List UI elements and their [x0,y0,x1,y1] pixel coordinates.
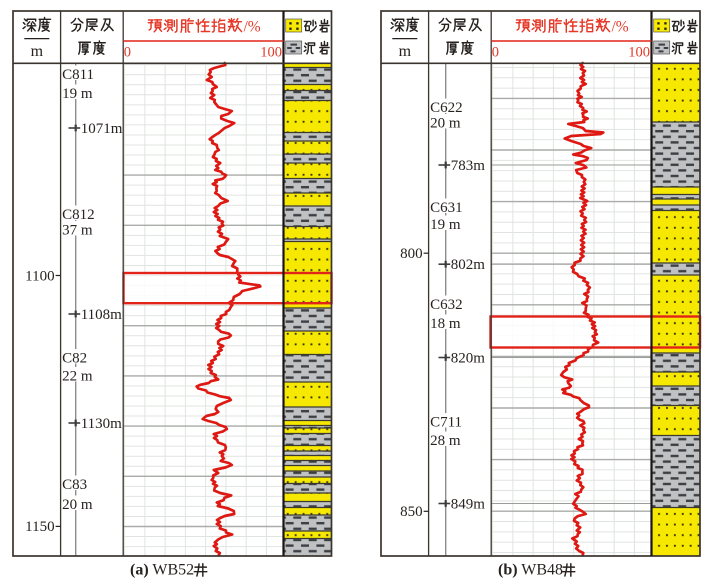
svg-text:19 m: 19 m [62,86,93,102]
svg-text:C631: C631 [430,200,463,216]
svg-text:/%: /% [244,19,261,36]
svg-text:19 m: 19 m [430,217,461,233]
svg-text:100: 100 [628,44,650,60]
svg-text:802m: 802m [451,257,486,273]
svg-text:m: m [31,43,44,60]
svg-text:18 m: 18 m [430,316,461,332]
svg-text:0: 0 [492,44,499,60]
svg-text:C632: C632 [430,297,463,313]
svg-text:850: 850 [400,504,423,520]
svg-text:(a) WB52: (a) WB52 [130,562,194,579]
svg-text:1100: 1100 [25,268,54,284]
svg-text:28 m: 28 m [430,433,461,449]
svg-text:/%: /% [612,19,629,36]
svg-text:37 m: 37 m [62,222,93,238]
svg-text:m: m [399,43,412,60]
svg-text:1108m: 1108m [81,307,122,323]
svg-text:C83: C83 [62,477,87,493]
svg-text:0: 0 [124,44,131,60]
svg-text:20 m: 20 m [430,115,461,131]
svg-text:1130m: 1130m [81,416,122,432]
svg-text:22 m: 22 m [62,368,93,384]
svg-text:1150: 1150 [25,519,54,535]
svg-text:(b) WB48: (b) WB48 [498,562,563,579]
svg-text:20 m: 20 m [62,497,93,513]
svg-text:C811: C811 [62,67,94,83]
svg-text:1071m: 1071m [81,121,123,137]
svg-text:800: 800 [400,246,423,262]
svg-text:C812: C812 [62,207,95,223]
svg-text:783m: 783m [451,158,486,174]
svg-text:820m: 820m [451,350,486,366]
svg-text:100: 100 [260,44,282,60]
svg-text:C82: C82 [62,350,87,366]
svg-text:849m: 849m [451,496,486,512]
svg-text:C711: C711 [430,414,462,430]
svg-text:C622: C622 [430,100,463,116]
